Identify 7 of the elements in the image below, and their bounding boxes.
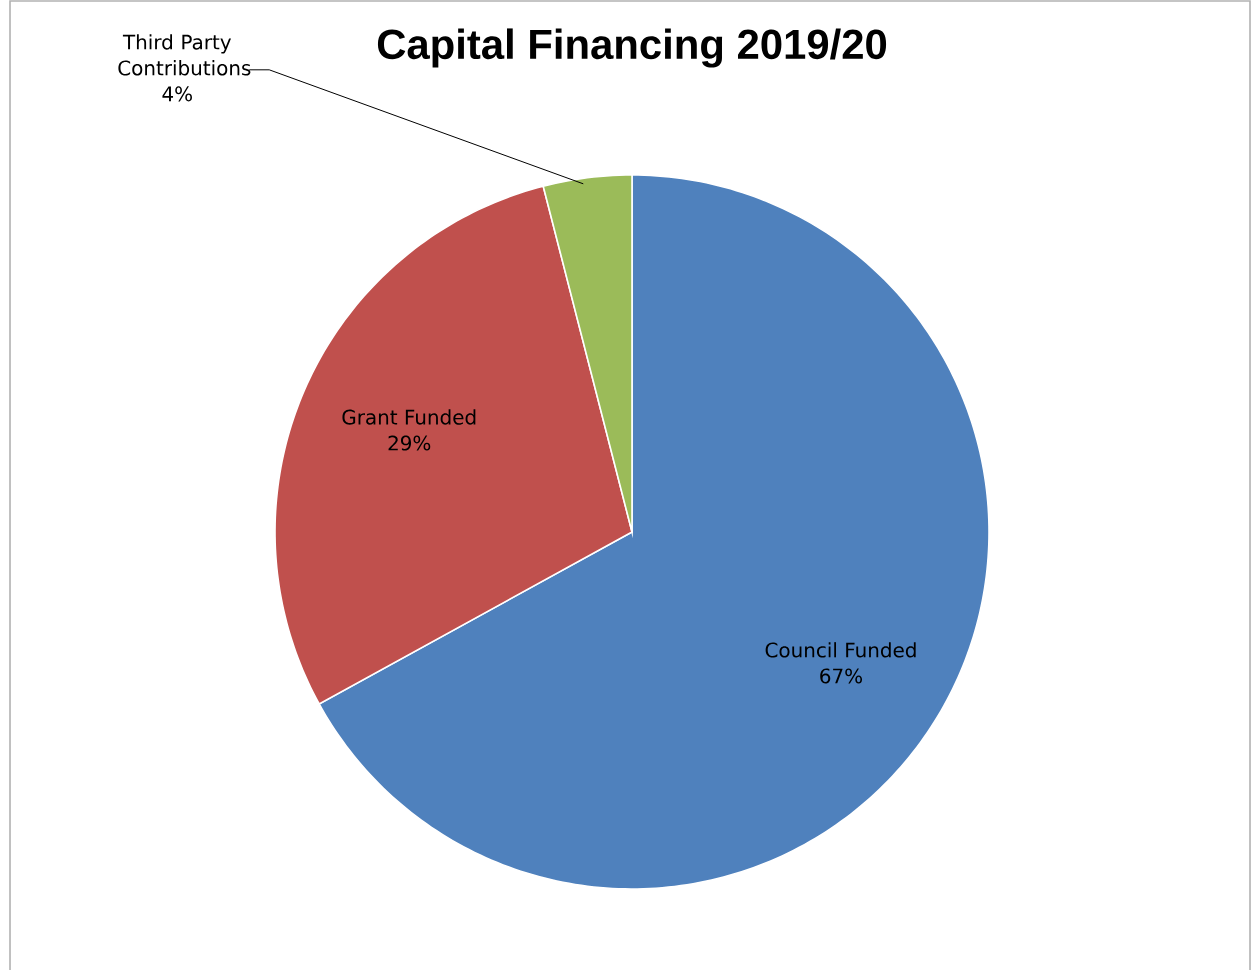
data-label: 67%	[820, 668, 863, 684]
slice-label: Council Funded	[765, 642, 916, 658]
slice-label: Third Party Contributions	[118, 34, 251, 76]
chart-title: Capital Financing 2019/20	[377, 28, 887, 68]
data-label: 4%	[162, 86, 192, 102]
data-label: 29%	[388, 435, 431, 451]
slice-label: Grant Funded	[342, 409, 476, 425]
